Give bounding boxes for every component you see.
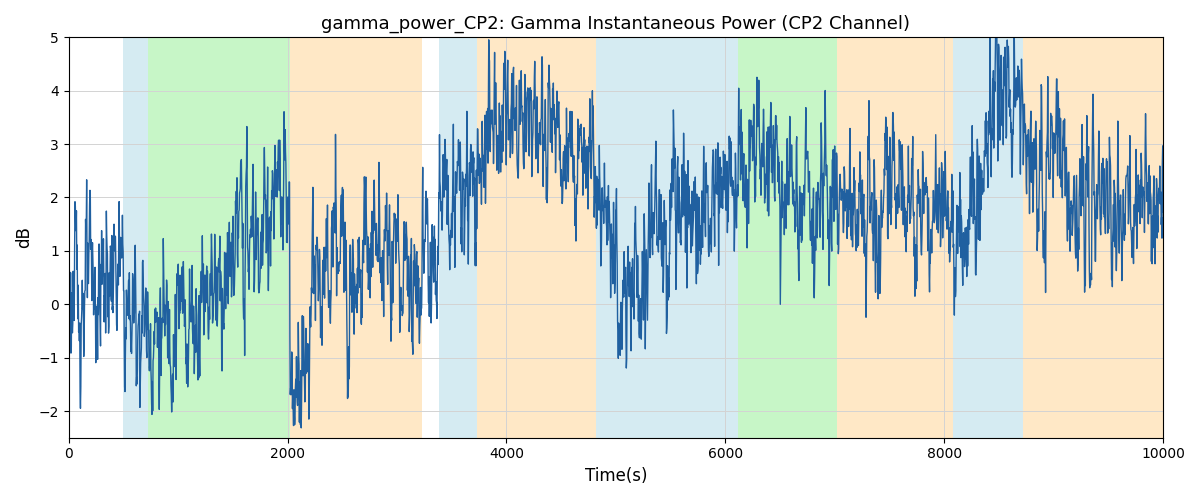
Bar bbox=[701, 38, 738, 438]
Bar bbox=[124, 38, 148, 438]
Bar bbox=[148, 38, 290, 438]
Bar bbox=[476, 38, 596, 438]
Bar bbox=[439, 38, 476, 438]
Bar bbox=[836, 38, 953, 438]
Bar bbox=[1022, 38, 1163, 438]
Y-axis label: dB: dB bbox=[16, 226, 34, 248]
Bar bbox=[738, 38, 836, 438]
Bar bbox=[596, 38, 701, 438]
Bar bbox=[953, 38, 1022, 438]
Title: gamma_power_CP2: Gamma Instantaneous Power (CP2 Channel): gamma_power_CP2: Gamma Instantaneous Pow… bbox=[322, 15, 911, 34]
X-axis label: Time(s): Time(s) bbox=[584, 467, 647, 485]
Bar bbox=[290, 38, 422, 438]
